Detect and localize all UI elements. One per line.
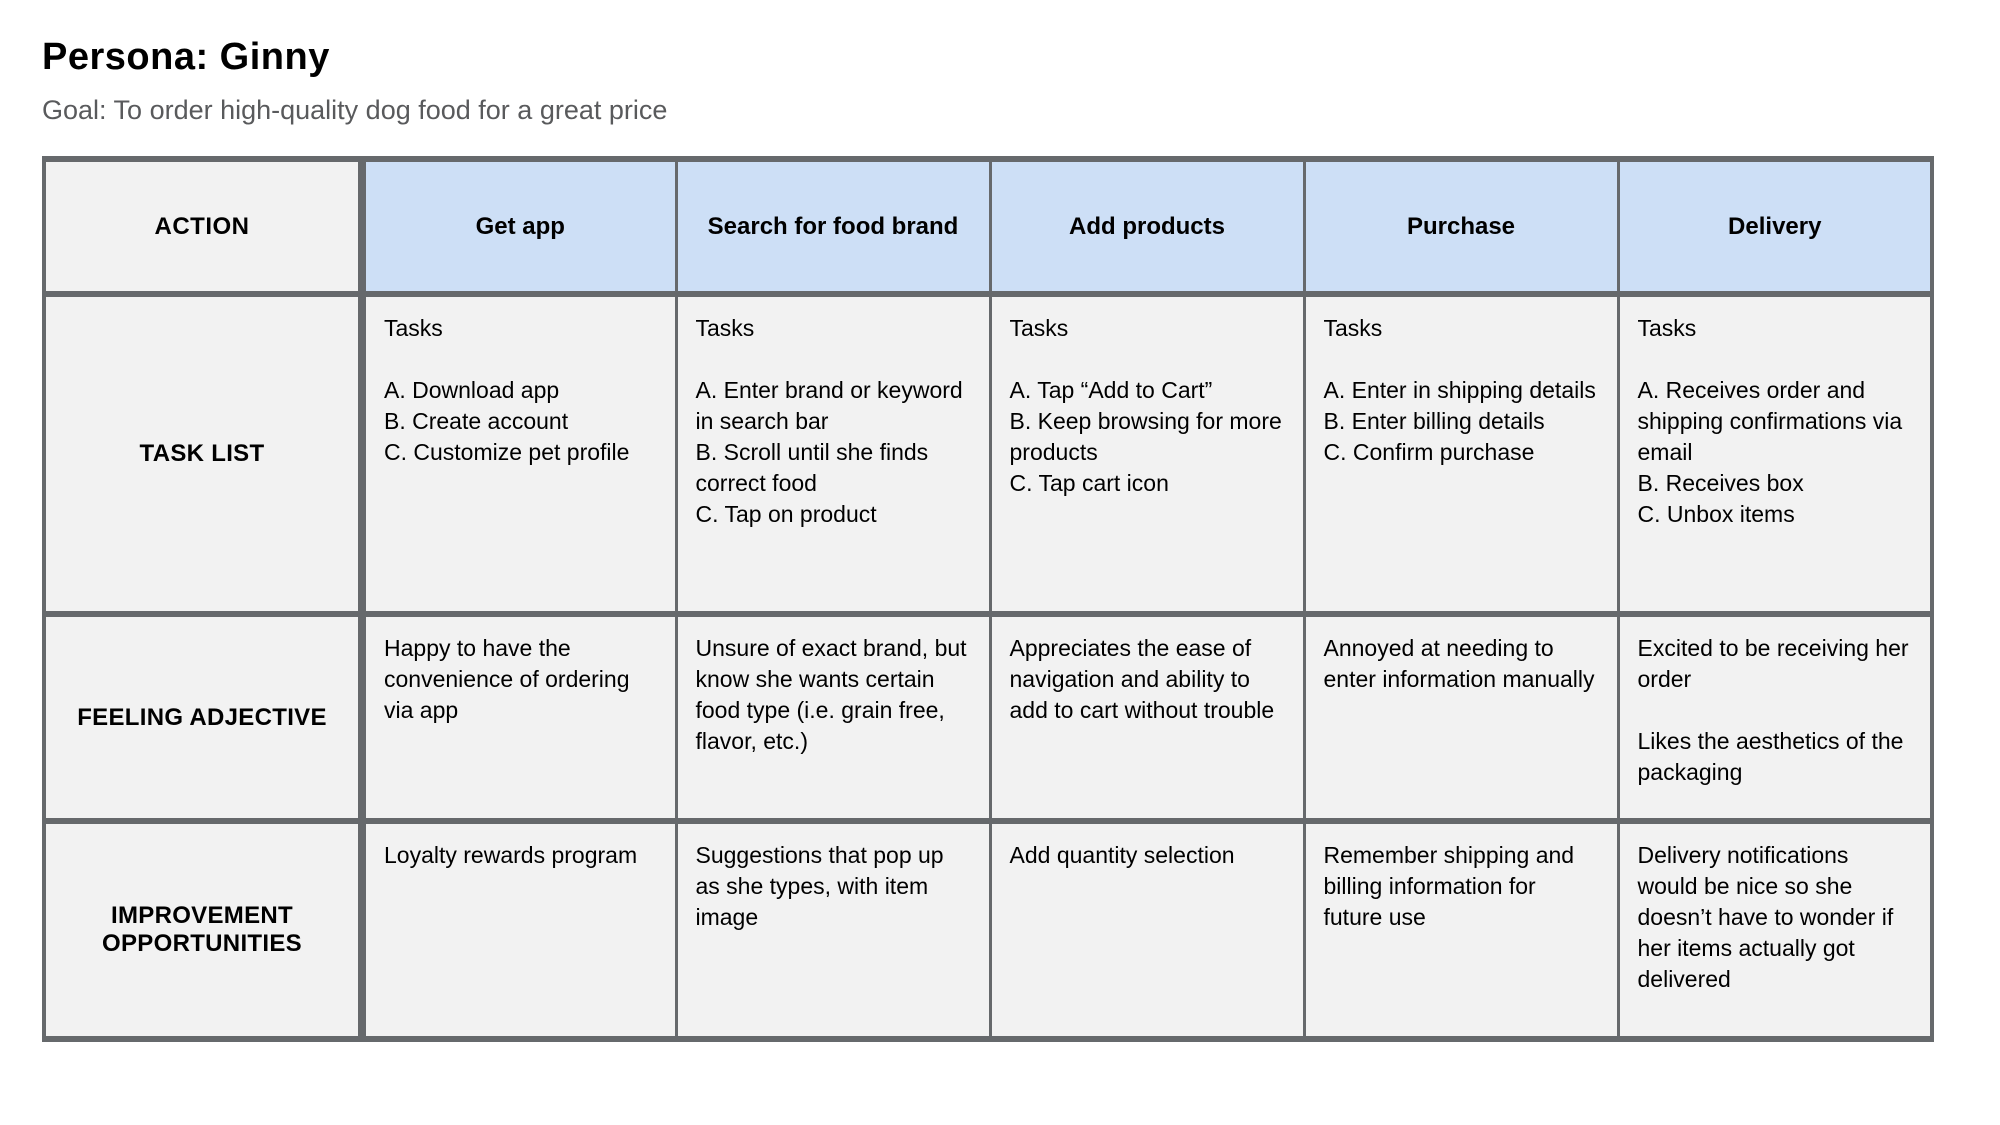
row-label-task-list: TASK LIST xyxy=(42,291,366,617)
cell-feeling-purchase: Annoyed at needing to enter information … xyxy=(1302,611,1620,824)
cell-feeling-add-products: Appreciates the ease of navigation and a… xyxy=(988,611,1306,824)
stage-header-purchase: Purchase xyxy=(1302,156,1620,297)
cell-task-list-add-products: Tasks A. Tap “Add to Cart” B. Keep brows… xyxy=(988,291,1306,617)
persona-goal-subtitle: Goal: To order high-quality dog food for… xyxy=(42,95,668,125)
cell-task-list-search: Tasks A. Enter brand or keyword in searc… xyxy=(674,291,992,617)
cell-improvement-search: Suggestions that pop up as she types, wi… xyxy=(674,818,992,1042)
stage-header-search-for-food-brand: Search for food brand xyxy=(674,156,992,297)
action-corner-cell: ACTION xyxy=(42,156,366,297)
cell-feeling-get-app: Happy to have the convenience of orderin… xyxy=(360,611,678,824)
cell-improvement-add-products: Add quantity selection xyxy=(988,818,1306,1042)
stage-header-add-products: Add products xyxy=(988,156,1306,297)
cell-improvement-get-app: Loyalty rewards program xyxy=(360,818,678,1042)
task-list-row: TASK LIST Tasks A. Download app B. Creat… xyxy=(42,291,1934,617)
feeling-adjective-row: FEELING ADJECTIVE Happy to have the conv… xyxy=(42,611,1934,824)
action-header-row: ACTION Get app Search for food brand Add… xyxy=(42,156,1934,297)
cell-feeling-delivery: Excited to be receiving her order Likes … xyxy=(1616,611,1934,824)
cell-task-list-get-app: Tasks A. Download app B. Create account … xyxy=(360,291,678,617)
improvement-opportunities-row: IMPROVEMENT OPPORTUNITIES Loyalty reward… xyxy=(42,818,1934,1042)
page-title: Persona: Ginny xyxy=(42,36,330,78)
journey-map-table: ACTION Get app Search for food brand Add… xyxy=(42,156,1934,1042)
cell-task-list-purchase: Tasks A. Enter in shipping details B. En… xyxy=(1302,291,1620,617)
cell-task-list-delivery: Tasks A. Receives order and shipping con… xyxy=(1616,291,1934,617)
row-label-improvement-opportunities: IMPROVEMENT OPPORTUNITIES xyxy=(42,818,366,1042)
stage-header-delivery: Delivery xyxy=(1616,156,1934,297)
cell-improvement-delivery: Delivery notifications would be nice so … xyxy=(1616,818,1934,1042)
stage-header-get-app: Get app xyxy=(360,156,678,297)
cell-feeling-search: Unsure of exact brand, but know she want… xyxy=(674,611,992,824)
row-label-feeling-adjective: FEELING ADJECTIVE xyxy=(42,611,366,824)
cell-improvement-purchase: Remember shipping and billing informatio… xyxy=(1302,818,1620,1042)
